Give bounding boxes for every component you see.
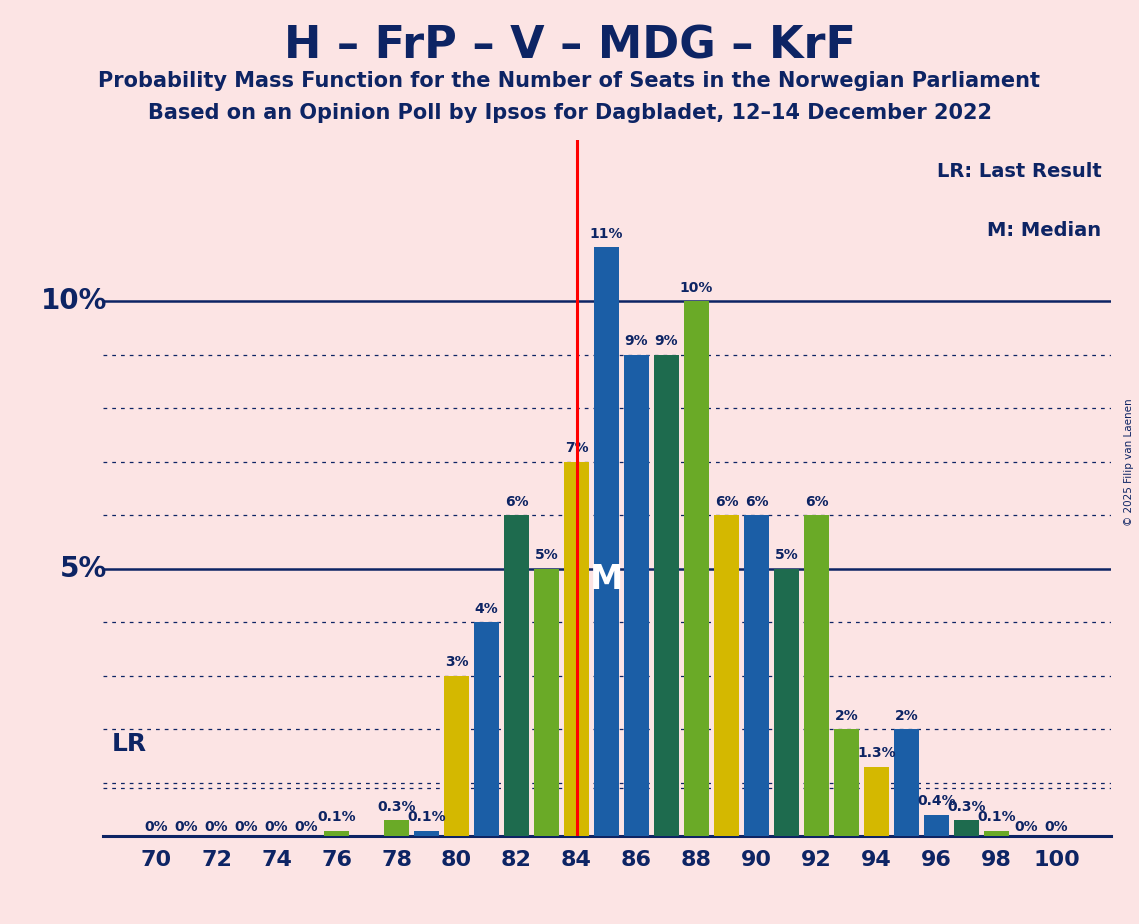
Text: 0.1%: 0.1% (317, 810, 355, 824)
Text: 3%: 3% (444, 655, 468, 669)
Bar (804, 515, 829, 836)
Bar (954, 821, 978, 836)
Text: 6%: 6% (714, 494, 738, 509)
Text: 0%: 0% (205, 820, 228, 833)
Bar (444, 675, 469, 836)
Text: 2%: 2% (835, 709, 859, 723)
Text: © 2025 Filip van Laenen: © 2025 Filip van Laenen (1124, 398, 1133, 526)
Text: 7%: 7% (565, 441, 589, 456)
Bar (834, 729, 859, 836)
Text: 5%: 5% (534, 548, 558, 562)
Text: 11%: 11% (590, 227, 623, 241)
Text: 6%: 6% (505, 494, 528, 509)
Bar (415, 831, 439, 836)
Bar (325, 831, 349, 836)
Text: Probability Mass Function for the Number of Seats in the Norwegian Parliament: Probability Mass Function for the Number… (98, 71, 1041, 91)
Bar (474, 622, 499, 836)
Bar (984, 831, 1009, 836)
Text: 2%: 2% (894, 709, 918, 723)
Bar (744, 515, 769, 836)
Text: M: Median: M: Median (988, 221, 1101, 239)
Bar (595, 248, 618, 836)
Text: 5%: 5% (59, 554, 107, 583)
Text: 10%: 10% (680, 281, 713, 295)
Bar (624, 355, 649, 836)
Text: H – FrP – V – MDG – KrF: H – FrP – V – MDG – KrF (284, 24, 855, 67)
Bar (894, 729, 919, 836)
Text: 0%: 0% (264, 820, 288, 833)
Text: 0%: 0% (174, 820, 198, 833)
Bar (654, 355, 679, 836)
Bar (775, 568, 798, 836)
Bar (714, 515, 739, 836)
Text: 1.3%: 1.3% (858, 747, 896, 760)
Text: 0%: 0% (145, 820, 169, 833)
Bar (384, 821, 409, 836)
Text: 0.1%: 0.1% (408, 810, 445, 824)
Text: 0.4%: 0.4% (917, 795, 956, 808)
Text: LR: Last Result: LR: Last Result (936, 162, 1101, 181)
Bar (505, 515, 528, 836)
Text: 0%: 0% (1044, 820, 1068, 833)
Text: M: M (590, 563, 623, 596)
Text: 9%: 9% (624, 334, 648, 348)
Text: 6%: 6% (805, 494, 828, 509)
Text: 5%: 5% (775, 548, 798, 562)
Text: 0.1%: 0.1% (977, 810, 1016, 824)
Text: 4%: 4% (475, 602, 499, 615)
Bar (924, 815, 949, 836)
Text: 0%: 0% (235, 820, 259, 833)
Text: 0%: 0% (1015, 820, 1039, 833)
Text: 10%: 10% (41, 287, 107, 315)
Text: 0.3%: 0.3% (948, 800, 985, 814)
Text: Based on an Opinion Poll by Ipsos for Dagbladet, 12–14 December 2022: Based on an Opinion Poll by Ipsos for Da… (147, 103, 992, 123)
Bar (865, 767, 888, 836)
Bar (564, 462, 589, 836)
Bar (534, 568, 559, 836)
Text: LR: LR (112, 732, 147, 756)
Text: 0.3%: 0.3% (377, 800, 416, 814)
Text: 6%: 6% (745, 494, 769, 509)
Text: 9%: 9% (655, 334, 679, 348)
Text: 0%: 0% (295, 820, 318, 833)
Bar (685, 301, 708, 836)
